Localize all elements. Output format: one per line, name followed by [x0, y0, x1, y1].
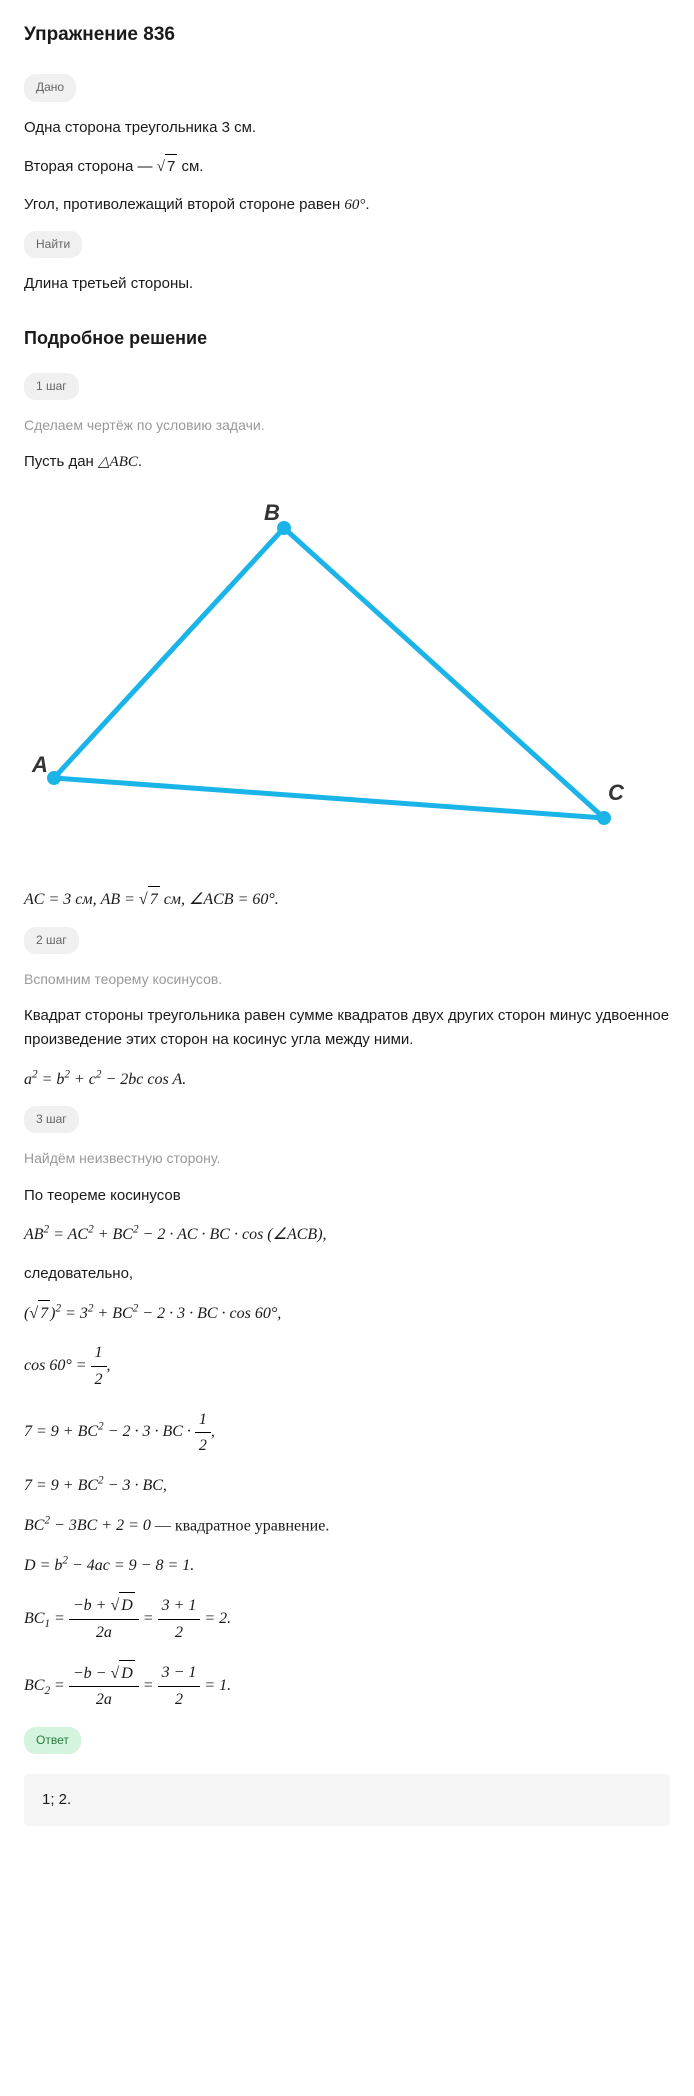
label-a: A — [31, 752, 48, 777]
given-line-2: Вторая сторона — 7 см. — [24, 154, 670, 179]
answer-pill: Ответ — [24, 1727, 81, 1754]
frac-den: 2 — [195, 1433, 211, 1459]
step3-pill: 3 шаг — [24, 1106, 79, 1133]
text-a: Пусть дан — [24, 453, 98, 470]
step2-formula: a2 = b2 + c2 − 2bc cos A. — [24, 1066, 670, 1092]
text-b: , — [211, 1423, 215, 1440]
answer-value: 1; 2. — [42, 1791, 71, 1808]
step3-eq1: AB2 = AC2 + BC2 − 2 · AC · BC · cos (∠AC… — [24, 1222, 670, 1248]
eq-text: 7 = 9 + BC2 − 3 · BC, — [24, 1477, 167, 1494]
formula-text: a2 = b2 + c2 − 2bc cos A. — [24, 1071, 186, 1088]
vertex-c — [597, 811, 611, 825]
frac-num: −b − D — [69, 1660, 139, 1688]
text-c: = 1. — [200, 1677, 231, 1694]
given-pill: Дано — [24, 74, 76, 101]
frac-den: 2a — [69, 1687, 139, 1713]
step3-line-1: По теореме косинусов — [24, 1184, 670, 1208]
frac-den: 2 — [91, 1367, 107, 1393]
frac-den: 2a — [69, 1620, 139, 1646]
step3-eq6: BC2 − 3BC + 2 = 0 — квадратное уравнение… — [24, 1513, 670, 1539]
step1-pill: 1 шаг — [24, 373, 79, 400]
step2-note: Вспомним теорему косинусов. — [24, 968, 670, 990]
sqrt-icon: 7 — [157, 154, 178, 179]
text-a: Угол, противолежащий второй стороне раве… — [24, 196, 344, 213]
sqrt-value: 7 — [165, 154, 177, 179]
text-c: . — [365, 196, 369, 213]
math-text: AC = 3 см, AB = 7 см, ∠ACB = 60°. — [24, 891, 279, 908]
step3-eq3: cos 60° = 12, — [24, 1340, 670, 1392]
step3-eq2: (7)2 = 32 + BC2 − 2 · 3 · BC · cos 60°, — [24, 1300, 670, 1327]
step3-note: Найдём неизвестную сторону. — [24, 1147, 670, 1169]
find-pill: Найти — [24, 231, 82, 258]
triangle-diagram: A B C — [24, 498, 644, 858]
text: Одна сторона треугольника 3 см. — [24, 119, 256, 136]
frac-num2: 3 − 1 — [158, 1660, 201, 1687]
eq-text: (7)2 = 32 + BC2 − 2 · 3 · BC · cos 60°, — [24, 1305, 281, 1322]
frac-num: 1 — [195, 1407, 211, 1434]
label-b: B — [264, 500, 280, 525]
frac-num: −b + D — [69, 1592, 139, 1620]
given-line-1: Одна сторона треугольника 3 см. — [24, 116, 670, 140]
text-b: , — [107, 1357, 111, 1374]
step3-eq8: BC1 = −b + D2a = 3 + 12 = 2. — [24, 1592, 670, 1645]
eq-text: 7 = 9 + BC2 − 2 · 3 · BC · 12, — [24, 1423, 215, 1440]
vertex-a — [47, 771, 61, 785]
eq-text: BC1 = −b + D2a = 3 + 12 = 2. — [24, 1610, 231, 1627]
eq-text: D = b2 − 4ac = 9 − 8 = 1. — [24, 1557, 194, 1574]
given-line-3: Угол, противолежащий второй стороне раве… — [24, 193, 670, 217]
text-c: . — [138, 453, 142, 470]
text-b: см. — [177, 158, 203, 175]
frac-num2: 3 + 1 — [158, 1593, 201, 1620]
step1-line-1: Пусть дан △ABC. — [24, 450, 670, 474]
step3-eq4: 7 = 9 + BC2 − 2 · 3 · BC · 12, — [24, 1407, 670, 1459]
step3-eq7: D = b2 − 4ac = 9 − 8 = 1. — [24, 1553, 670, 1579]
frac-den2: 2 — [158, 1687, 201, 1713]
step2-line-1: Квадрат стороны треугольника равен сумме… — [24, 1004, 670, 1052]
angle-value: 60° — [344, 197, 365, 213]
eq-text: cos 60° = 12, — [24, 1357, 111, 1374]
text-a: Вторая сторона — — [24, 158, 157, 175]
find-line-1: Длина третьей стороны. — [24, 272, 670, 296]
eq-text: AB2 = AC2 + BC2 − 2 · AC · BC · cos (∠AC… — [24, 1226, 327, 1243]
answer-box: 1; 2. — [24, 1774, 670, 1826]
step2-pill: 2 шаг — [24, 927, 79, 954]
step3-line-2: следовательно, — [24, 1262, 670, 1286]
label-c: C — [608, 780, 625, 805]
step1-note: Сделаем чертёж по условию задачи. — [24, 414, 670, 436]
step3-eq9: BC2 = −b − D2a = 3 − 12 = 1. — [24, 1660, 670, 1713]
eq-text: BC2 = −b − D2a = 3 − 12 = 1. — [24, 1677, 231, 1694]
given-math: AC = 3 см, AB = 7 см, ∠ACB = 60°. — [24, 886, 670, 913]
text-c: = 2. — [200, 1610, 231, 1627]
triangle-symbol: △ABC — [98, 454, 138, 470]
frac-num: 1 — [91, 1340, 107, 1367]
eq-text: BC2 − 3BC + 2 = 0 — [24, 1517, 151, 1534]
step3-eq5: 7 = 9 + BC2 − 3 · BC, — [24, 1473, 670, 1499]
solution-title: Подробное решение — [24, 324, 670, 353]
eq-tail: — квадратное уравнение. — [155, 1517, 329, 1534]
triangle-shape — [54, 528, 604, 818]
frac-den2: 2 — [158, 1620, 201, 1646]
page-title: Упражнение 836 — [24, 20, 670, 50]
